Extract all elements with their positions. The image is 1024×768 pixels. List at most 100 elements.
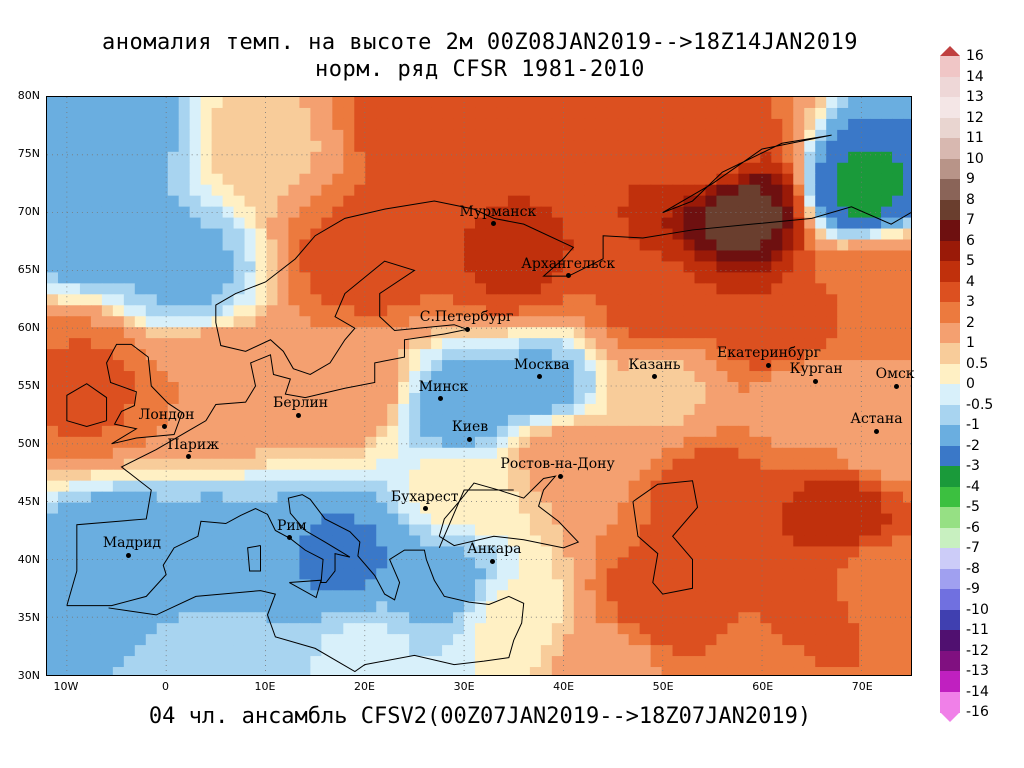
field-cell xyxy=(244,425,257,438)
field-cell xyxy=(716,535,729,548)
field-cell xyxy=(376,480,388,493)
field-cell xyxy=(211,403,224,416)
field-cell xyxy=(716,316,729,328)
field-cell xyxy=(540,118,553,131)
field-cell xyxy=(310,645,322,657)
field-cell xyxy=(683,250,696,263)
field-cell xyxy=(793,338,805,350)
field-cell xyxy=(584,118,597,131)
field-cell xyxy=(79,305,92,317)
field-cell xyxy=(211,447,224,460)
field-cell xyxy=(650,162,663,175)
field-cell xyxy=(420,579,432,591)
field-cell xyxy=(398,107,410,120)
field-cell xyxy=(343,338,355,350)
field-cell xyxy=(178,272,191,284)
field-cell xyxy=(90,118,103,131)
field-cell xyxy=(870,656,882,668)
field-cell xyxy=(90,349,103,361)
field-cell xyxy=(540,382,553,394)
field-cell xyxy=(79,239,92,252)
field-cell xyxy=(672,667,685,675)
field-cell xyxy=(870,349,882,361)
field-cell xyxy=(365,414,377,427)
field-cell xyxy=(354,546,366,559)
field-cell xyxy=(354,316,366,328)
field-cell xyxy=(57,151,70,164)
field-cell xyxy=(57,129,70,142)
field-cell xyxy=(716,491,729,504)
field-cell xyxy=(321,623,333,635)
field-cell xyxy=(518,151,531,164)
field-cell xyxy=(376,535,388,548)
field-cell xyxy=(683,349,696,361)
field-cell xyxy=(266,491,279,504)
field-cell xyxy=(167,513,180,526)
field-cell xyxy=(211,513,224,526)
field-cell xyxy=(57,195,70,208)
field-cell xyxy=(892,590,904,602)
field-cell xyxy=(485,272,498,284)
field-cell xyxy=(156,546,169,559)
field-cell xyxy=(661,645,674,657)
field-cell xyxy=(628,480,641,493)
field-cell xyxy=(507,118,520,131)
field-cell xyxy=(771,305,783,317)
field-cell xyxy=(518,414,531,427)
field-cell xyxy=(398,140,410,153)
field-cell xyxy=(332,250,344,263)
field-cell xyxy=(431,535,443,548)
field-cell xyxy=(705,645,718,657)
field-cell xyxy=(123,382,136,394)
field-cell xyxy=(189,414,202,427)
field-cell xyxy=(705,425,718,438)
field-cell xyxy=(47,568,59,580)
field-cell xyxy=(672,239,685,252)
field-cell xyxy=(101,436,114,449)
field-cell xyxy=(738,403,750,416)
field-cell xyxy=(101,634,114,646)
field-cell xyxy=(420,491,432,504)
field-cell xyxy=(475,524,487,537)
field-cell xyxy=(793,458,805,471)
field-cell xyxy=(507,458,520,471)
field-cell xyxy=(387,480,399,493)
field-cell xyxy=(859,568,871,580)
field-cell xyxy=(255,140,268,153)
field-cell xyxy=(507,261,520,273)
field-cell xyxy=(815,371,827,383)
field-cell xyxy=(727,403,739,416)
field-cell xyxy=(683,579,696,591)
field-cell xyxy=(354,502,366,515)
field-cell xyxy=(738,206,750,219)
field-cell xyxy=(310,97,322,109)
field-cell xyxy=(749,195,761,208)
field-cell xyxy=(848,425,860,438)
field-cell xyxy=(551,217,564,230)
field-cell xyxy=(672,173,685,186)
field-cell xyxy=(409,612,421,624)
field-cell xyxy=(47,239,59,252)
field-cell xyxy=(540,305,553,317)
field-cell xyxy=(255,305,268,317)
field-cell xyxy=(650,601,663,613)
city-marker xyxy=(186,454,192,460)
field-cell xyxy=(760,524,772,537)
field-cell xyxy=(606,118,619,131)
field-cell xyxy=(760,305,772,317)
field-cell xyxy=(848,228,860,241)
field-cell xyxy=(540,436,553,449)
field-cell xyxy=(573,623,586,635)
field-cell xyxy=(749,623,761,635)
field-cell xyxy=(826,294,838,306)
field-cell xyxy=(266,425,279,438)
scale-swatch xyxy=(940,343,960,364)
field-cell xyxy=(826,469,838,482)
field-cell xyxy=(112,371,125,383)
field-cell xyxy=(464,349,476,361)
field-cell xyxy=(431,371,443,383)
field-cell xyxy=(47,436,59,449)
field-cell xyxy=(57,250,70,263)
field-cell xyxy=(870,140,882,153)
field-cell xyxy=(310,667,322,675)
